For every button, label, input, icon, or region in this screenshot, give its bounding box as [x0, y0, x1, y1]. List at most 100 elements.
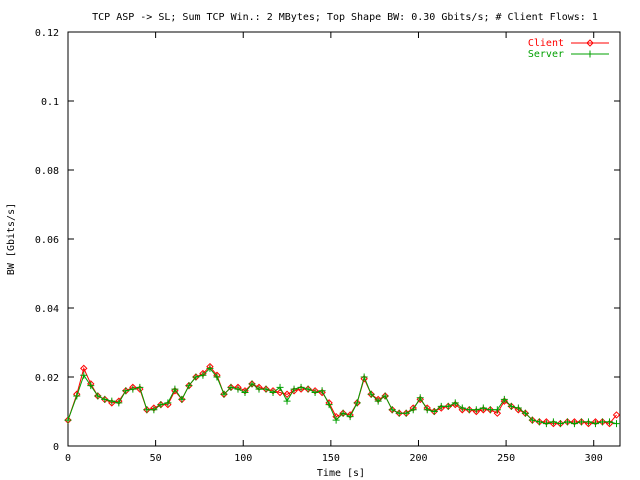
- data-point-client: [500, 397, 509, 405]
- data-point-server: [591, 420, 599, 428]
- data-point-server: [136, 383, 144, 391]
- data-point-server: [612, 420, 620, 428]
- x-tick-label: 250: [497, 453, 515, 464]
- plot-series: [64, 362, 621, 428]
- data-point-server: [122, 387, 130, 395]
- data-point-server: [444, 402, 452, 410]
- data-point-server: [374, 397, 382, 405]
- data-point-client: [171, 387, 179, 395]
- series-server: [64, 364, 620, 428]
- data-point-client: [360, 375, 368, 383]
- legend-marker-client: [586, 39, 594, 47]
- data-point-client: [612, 411, 621, 419]
- data-point-server: [192, 373, 200, 381]
- data-point-server: [451, 399, 459, 407]
- data-point-server: [598, 418, 606, 426]
- data-point-server: [395, 409, 403, 417]
- data-point-client: [472, 407, 481, 416]
- data-point-server: [556, 420, 564, 428]
- data-point-server: [458, 404, 466, 412]
- data-point-server: [185, 382, 193, 390]
- data-point-client: [437, 404, 445, 412]
- data-point-server: [171, 385, 179, 393]
- data-point-server: [80, 371, 88, 379]
- data-point-server: [199, 371, 207, 379]
- data-point-server: [227, 383, 235, 391]
- data-point-server: [437, 402, 445, 410]
- data-point-server: [64, 416, 72, 424]
- data-point-server: [269, 389, 277, 397]
- data-point-server: [423, 406, 431, 414]
- data-point-server: [528, 416, 536, 424]
- data-point-server: [521, 409, 529, 417]
- data-point-server: [535, 418, 543, 426]
- data-point-server: [248, 380, 256, 388]
- legend-label-client: Client: [528, 38, 564, 49]
- data-point-server: [318, 387, 326, 395]
- data-point-server: [409, 406, 417, 414]
- data-point-client: [283, 390, 291, 398]
- data-point-server: [353, 399, 361, 407]
- data-point-server: [94, 392, 102, 400]
- data-point-server: [514, 404, 522, 412]
- data-point-server: [332, 416, 340, 424]
- data-point-server: [101, 395, 109, 403]
- data-point-server: [206, 364, 214, 372]
- data-point-server: [465, 406, 473, 414]
- data-point-server: [108, 397, 116, 405]
- y-tick-label: 0.04: [35, 304, 59, 315]
- data-point-server: [388, 406, 396, 414]
- legend-label-server: Server: [528, 49, 564, 60]
- data-point-server: [115, 399, 123, 407]
- data-point-server: [325, 401, 333, 409]
- data-point-server: [493, 406, 501, 414]
- data-point-server: [255, 385, 263, 393]
- x-axis-label: Time [s]: [317, 468, 365, 479]
- data-point-server: [577, 418, 585, 426]
- data-point-server: [290, 385, 298, 393]
- data-point-server: [360, 373, 368, 381]
- y-tick-label: 0.12: [35, 28, 59, 39]
- data-point-server: [178, 395, 186, 403]
- data-point-server: [563, 418, 571, 426]
- x-tick-label: 200: [409, 453, 427, 464]
- data-point-server: [430, 408, 438, 415]
- plot-axes: 0 50 100 150 200 250 300 0 0.02 0.04 0.06 0.08 0.1 0.…: [35, 28, 621, 464]
- data-point-server: [339, 409, 347, 417]
- data-point-server: [507, 402, 515, 410]
- y-tick-label: 0.06: [35, 235, 59, 246]
- legend-marker-server: [586, 50, 594, 58]
- data-point-server: [402, 409, 410, 417]
- data-point-server: [367, 390, 375, 398]
- data-point-server: [479, 404, 487, 412]
- y-tick-label: 0.08: [35, 166, 59, 177]
- data-point-client: [416, 395, 424, 404]
- data-point-client: [80, 364, 88, 373]
- data-point-server: [241, 389, 249, 397]
- data-point-server: [346, 413, 354, 421]
- data-point-server: [584, 418, 592, 426]
- data-point-server: [500, 395, 508, 403]
- data-point-server: [73, 392, 81, 400]
- data-point-server: [220, 390, 228, 398]
- data-point-server: [416, 394, 424, 402]
- y-tick-label: 0.02: [35, 373, 59, 384]
- chart-title: TCP ASP -> SL; Sum TCP Win.: 2 MBytes; T…: [92, 12, 598, 23]
- data-point-server: [164, 399, 172, 407]
- data-point-server: [87, 382, 95, 390]
- data-point-server: [129, 385, 137, 393]
- data-point-server: [150, 406, 158, 414]
- data-point-server: [157, 401, 165, 409]
- data-point-server: [542, 420, 550, 428]
- x-tick-label: 50: [150, 453, 162, 464]
- data-point-server: [234, 385, 242, 393]
- x-tick-label: 150: [322, 453, 340, 464]
- y-tick-label: 0.1: [41, 97, 59, 108]
- x-tick-label: 100: [234, 453, 252, 464]
- data-point-server: [472, 406, 480, 414]
- x-tick-label: 0: [65, 453, 71, 464]
- data-point-client: [493, 409, 502, 417]
- data-point-client: [514, 406, 523, 414]
